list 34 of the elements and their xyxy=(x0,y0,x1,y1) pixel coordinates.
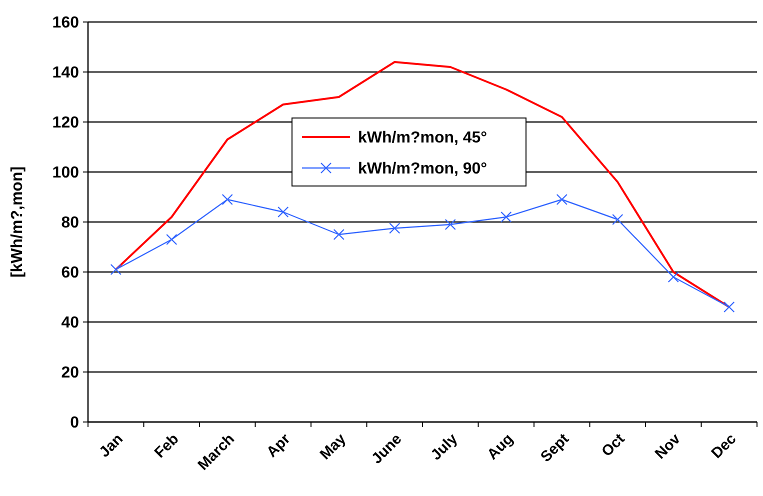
y-tick-label: 40 xyxy=(61,314,80,332)
x-tick-label: Feb xyxy=(151,430,182,462)
y-tick-label: 140 xyxy=(52,64,80,82)
x-tick-label: Jan xyxy=(96,430,126,461)
point xyxy=(389,222,400,234)
legend-label: kWh/m?mon, 90° xyxy=(358,160,488,178)
x-tick-label: Apr xyxy=(263,430,294,461)
x-tick-label: May xyxy=(316,430,350,464)
x-tick-label: Aug xyxy=(484,430,517,464)
point xyxy=(444,218,456,230)
y-tick-label: 60 xyxy=(61,264,80,282)
x-tick-label: Nov xyxy=(652,430,684,463)
point xyxy=(110,264,122,276)
point xyxy=(724,301,735,313)
y-tick-label: 160 xyxy=(52,14,80,32)
point xyxy=(278,206,289,218)
x-tick-label: July xyxy=(428,430,462,464)
x-tick-label: Dec xyxy=(708,430,740,462)
point xyxy=(333,228,344,240)
legend-label: kWh/m?mon, 45° xyxy=(358,130,488,147)
y-tick-label: 0 xyxy=(70,414,80,432)
y-tick-label: 20 xyxy=(61,364,80,382)
line-series xyxy=(114,61,730,308)
point xyxy=(500,211,512,223)
point xyxy=(556,194,568,206)
y-axis-title: [kWh/m?,mon] xyxy=(9,166,26,278)
y-tick-label: 100 xyxy=(52,164,80,182)
point xyxy=(612,214,624,226)
y-tick-label: 120 xyxy=(52,114,80,132)
y-tick-label: 80 xyxy=(61,214,80,232)
point xyxy=(668,271,679,283)
x-tick-label: Oct xyxy=(598,430,628,460)
point xyxy=(166,234,178,246)
point xyxy=(222,194,233,206)
